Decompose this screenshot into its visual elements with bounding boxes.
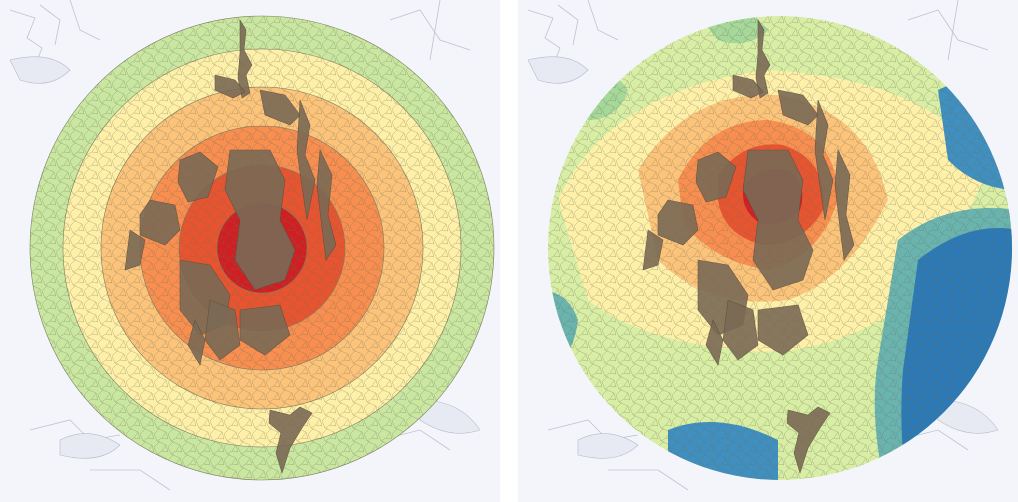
urban-patch-11 — [204, 299, 241, 361]
urban-patch-3 — [777, 89, 819, 126]
panel-divider — [500, 0, 518, 502]
urban-patch-1 — [755, 18, 771, 99]
urban-patch-3 — [259, 89, 301, 126]
urban-patch-2 — [214, 74, 246, 99]
urban-patch-14 — [786, 406, 831, 475]
urban-patch-1 — [237, 18, 253, 99]
travel-time-map — [527, 0, 1012, 491]
map-panel-left[interactable] — [0, 0, 500, 502]
urban-patch-7 — [139, 199, 181, 246]
urban-areas — [642, 18, 855, 475]
urban-patch-7 — [657, 199, 699, 246]
urban-patch-6 — [695, 151, 737, 203]
urban-patch-4 — [814, 99, 834, 221]
urban-patch-9 — [224, 149, 296, 291]
distance-ring-map — [9, 0, 495, 491]
urban-areas — [124, 18, 337, 475]
urban-patch-11 — [722, 299, 759, 361]
urban-patch-5 — [316, 148, 337, 261]
urban-patch-6 — [177, 151, 219, 203]
urban-patch-8 — [124, 229, 146, 271]
urban-patch-2 — [732, 74, 764, 99]
urban-patch-5 — [834, 148, 855, 261]
urban-patch-14 — [268, 406, 313, 475]
map-panel-right[interactable] — [518, 0, 1018, 502]
urban-patch-13 — [239, 304, 291, 356]
urban-patch-8 — [642, 229, 664, 271]
urban-patch-9 — [742, 149, 814, 291]
background-coastlines — [527, 0, 999, 491]
urban-patch-13 — [757, 304, 809, 356]
background-coastlines — [9, 0, 481, 491]
urban-patch-12 — [705, 319, 724, 366]
urban-patch-4 — [296, 99, 316, 221]
urban-patch-12 — [187, 319, 206, 366]
